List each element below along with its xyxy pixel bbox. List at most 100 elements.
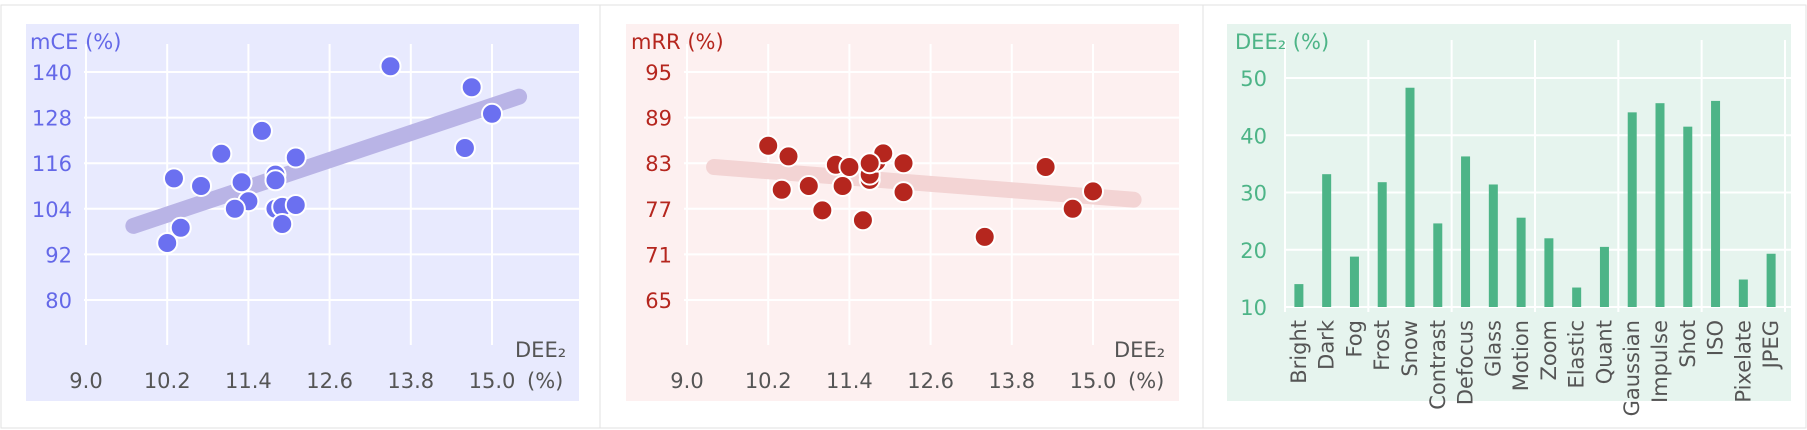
bar: [1544, 238, 1554, 307]
data-point: [230, 171, 253, 194]
x-tick-label: 10.2: [144, 369, 191, 393]
x-tick-label: 9.0: [69, 369, 102, 393]
data-point: [156, 232, 179, 254]
bar: [1461, 156, 1471, 307]
y-tick-label: 10: [1240, 296, 1267, 320]
y-tick-label: 92: [45, 243, 72, 267]
data-point: [973, 225, 996, 248]
data-point: [858, 152, 881, 175]
category-label: Bright: [1287, 320, 1311, 384]
data-point: [460, 76, 483, 99]
data-point: [284, 146, 307, 169]
y-tick-label: 128: [32, 107, 72, 131]
data-point: [1061, 197, 1084, 220]
x-tick-labels: 9.0 10.2 11.4 12.6 13.8 15.0: [69, 369, 515, 393]
x-tick-label: 15.0: [469, 369, 516, 393]
y-tick-label: 71: [645, 243, 672, 267]
data-point: [271, 213, 294, 235]
category-label: ISO: [1704, 320, 1728, 356]
bar: [1683, 126, 1693, 307]
data-point: [1034, 156, 1057, 178]
bar: [1766, 253, 1776, 307]
x-tick-label: 11.4: [826, 369, 873, 393]
y-tick-label: 20: [1240, 239, 1267, 263]
category-label: Shot: [1676, 320, 1700, 368]
x-tick-label: 15.0: [1070, 369, 1117, 393]
category-label: Frost: [1370, 320, 1394, 371]
x-tick-label: 11.4: [225, 369, 272, 393]
data-point: [811, 199, 834, 222]
x-axis-unit: (%): [527, 369, 563, 393]
data-point: [264, 169, 287, 192]
bar: [1572, 287, 1582, 307]
y-tick-label: 83: [645, 152, 672, 176]
category-label: Defocus: [1454, 320, 1478, 405]
plot-background: [1227, 24, 1791, 401]
panel-frames: [0, 4, 1807, 429]
grid-lines: [84, 44, 579, 345]
data-point: [1082, 180, 1104, 203]
y-tick-label: 65: [645, 289, 672, 313]
bar: [1322, 174, 1332, 307]
bar: [1711, 100, 1721, 308]
data-point: [757, 134, 780, 157]
y-tick-label: 50: [1240, 67, 1267, 91]
data-point: [797, 175, 820, 197]
data-point: [379, 55, 402, 78]
y-tick-label: 95: [645, 61, 672, 85]
y-tick-labels: 80 92 104 116 128 140: [32, 61, 72, 313]
x-tick-label: 13.8: [988, 369, 1035, 393]
category-label: Gaussian: [1620, 320, 1644, 416]
data-point: [223, 197, 246, 220]
data-point: [892, 181, 915, 204]
bar: [1405, 87, 1415, 307]
data-point: [838, 156, 861, 178]
bar: [1599, 246, 1609, 307]
y-tick-labels: 65 71 77 83 89 95: [645, 61, 672, 313]
x-axis-label: DEE₂: [515, 338, 566, 362]
bar: [1433, 223, 1443, 307]
data-point: [453, 137, 476, 159]
x-tick-label: 12.6: [306, 369, 353, 393]
data-point: [777, 145, 800, 168]
y-tick-label: 80: [45, 289, 72, 313]
x-tick-labels: 9.0 10.2 11.4 12.6 13.8 15.0: [670, 369, 1116, 393]
bars: [1294, 87, 1776, 308]
category-label: Zoom: [1537, 320, 1561, 381]
data-point: [169, 216, 192, 239]
category-label: Pixelate: [1731, 320, 1755, 403]
data-points: [757, 134, 1104, 248]
category-label: Impulse: [1648, 320, 1672, 403]
data-point: [210, 142, 233, 165]
x-tick-label: 10.2: [745, 369, 792, 393]
y-tick-label: 116: [32, 152, 72, 176]
category-label: Elastic: [1565, 320, 1589, 389]
grid-lines: [1284, 40, 1791, 312]
bar: [1655, 103, 1665, 307]
bar: [1377, 182, 1387, 307]
data-point: [284, 194, 307, 216]
bar: [1738, 279, 1748, 307]
category-label: Dark: [1315, 319, 1339, 370]
x-tick-label: 9.0: [670, 369, 703, 393]
y-tick-label: 30: [1240, 182, 1267, 206]
data-point: [190, 175, 213, 197]
x-axis-label: DEE₂: [1114, 338, 1165, 362]
y-tick-label: 140: [32, 61, 72, 85]
data-point: [481, 102, 503, 125]
trend-line: [706, 159, 1142, 208]
category-label: Motion: [1509, 320, 1533, 391]
x-tick-label: 12.6: [907, 369, 954, 393]
y-axis-label: mRR (%): [631, 30, 724, 54]
y-axis-label: DEE₂ (%): [1235, 30, 1329, 54]
bar: [1488, 184, 1498, 307]
data-point: [770, 178, 793, 201]
x-axis-unit: (%): [1128, 369, 1164, 393]
scatter-panel-mrr: 65 71 77 83 89 95 9.0 10.2 11.4 12.6 13.8 15.0 mRR…: [626, 24, 1179, 401]
category-label: JPEG: [1759, 320, 1783, 370]
category-label: Snow: [1398, 320, 1422, 377]
data-point: [851, 209, 874, 232]
plot-background: [626, 24, 1179, 401]
bar: [1627, 112, 1637, 307]
